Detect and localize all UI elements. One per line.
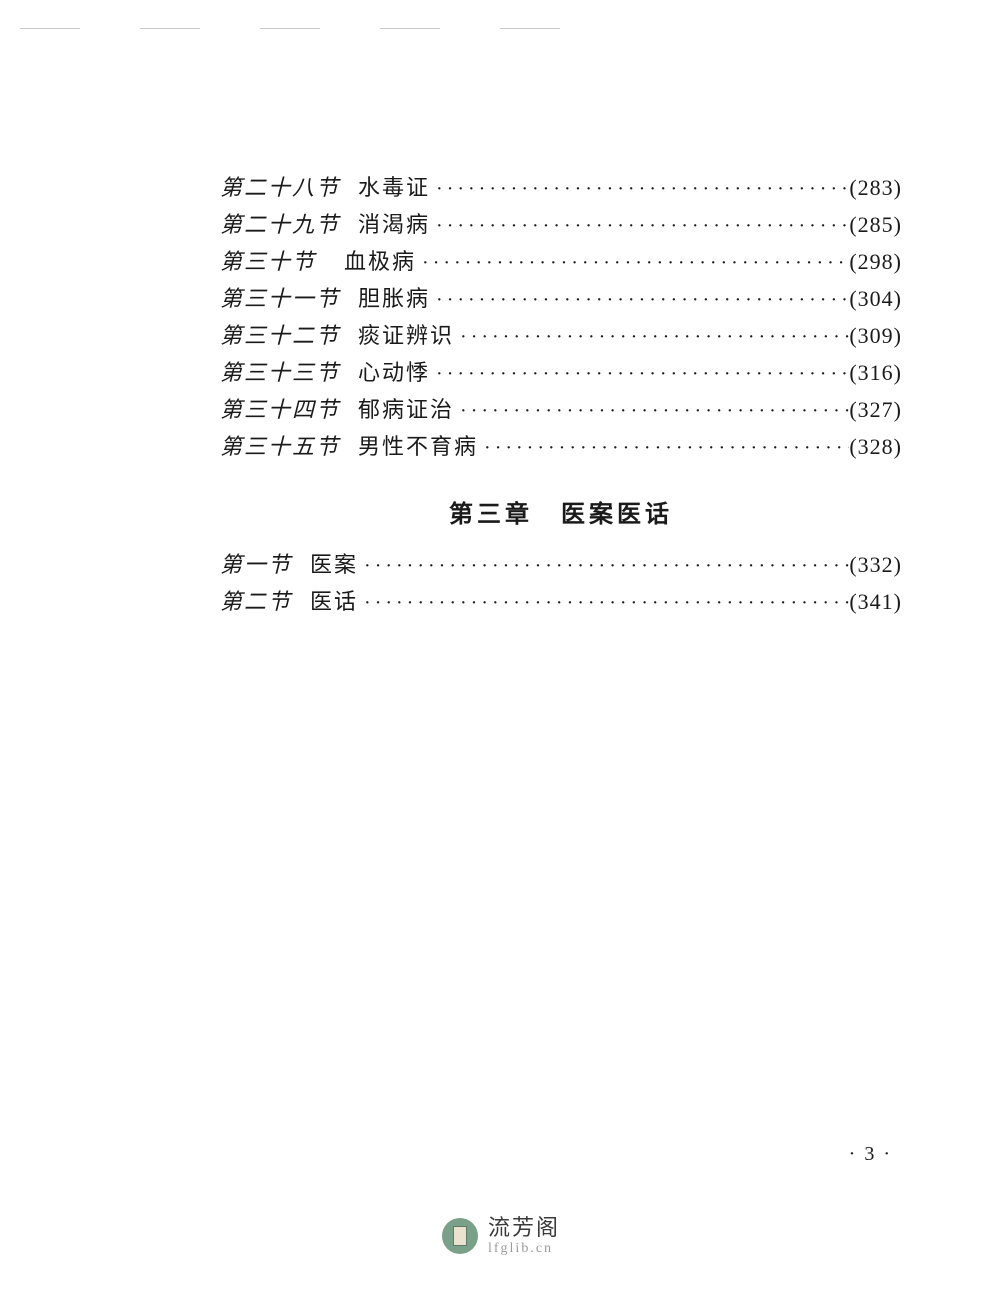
toc-row: 第二十九节 消渴病 (285) bbox=[220, 207, 902, 244]
section-label: 第三十二节 bbox=[220, 318, 340, 354]
dot-leader bbox=[430, 356, 849, 392]
topic-title: 男性不育病 bbox=[358, 429, 478, 465]
section-label: 第二十八节 bbox=[220, 170, 340, 206]
dot-leader bbox=[454, 319, 849, 355]
toc-row: 第一节 医案 (332) bbox=[220, 547, 902, 584]
page-ref: (341) bbox=[849, 584, 902, 620]
toc-row: 第二节 医话 (341) bbox=[220, 584, 902, 621]
section-label: 第三十五节 bbox=[220, 429, 340, 465]
topic-title: 医案 bbox=[310, 547, 358, 583]
dot-leader bbox=[416, 245, 849, 281]
dot-leader bbox=[358, 548, 849, 584]
toc-row: 第二十八节 水毒证 (283) bbox=[220, 170, 902, 207]
watermark-name: 流芳阁 bbox=[488, 1216, 560, 1240]
topic-title: 医话 bbox=[310, 584, 358, 620]
toc-row: 第三十节 血极病 (298) bbox=[220, 244, 902, 281]
topic-title: 胆胀病 bbox=[358, 281, 430, 317]
topic-title: 消渴病 bbox=[358, 207, 430, 243]
topic-title: 痰证辨识 bbox=[358, 318, 454, 354]
section-label: 第三十一节 bbox=[220, 281, 340, 317]
toc-row: 第三十五节 男性不育病 (328) bbox=[220, 429, 902, 466]
dot-leader bbox=[454, 393, 849, 429]
toc-group-lower: 第一节 医案 (332) 第二节 医话 (341) bbox=[220, 547, 902, 621]
section-label: 第三十节 bbox=[220, 244, 316, 280]
dot-leader bbox=[478, 430, 849, 466]
watermark-text: 流芳阁 lfglib.cn bbox=[488, 1216, 560, 1256]
topic-title: 心动悸 bbox=[358, 355, 430, 391]
dot-leader bbox=[430, 282, 849, 318]
section-label: 第三十四节 bbox=[220, 392, 340, 428]
watermark: 流芳阁 lfglib.cn bbox=[442, 1216, 560, 1256]
section-label: 第一节 bbox=[220, 547, 292, 583]
page-ref: (283) bbox=[849, 170, 902, 206]
page-ref: (298) bbox=[849, 244, 902, 280]
dot-leader bbox=[430, 171, 849, 207]
page-ref: (332) bbox=[849, 547, 902, 583]
chapter-heading: 第三章 医案医话 bbox=[220, 494, 902, 529]
topic-title: 血极病 bbox=[344, 244, 416, 280]
dot-leader bbox=[358, 585, 849, 621]
page: 第二十八节 水毒证 (283) 第二十九节 消渴病 (285) 第三十节 血极病… bbox=[0, 0, 1002, 1296]
toc-row: 第三十四节 郁病证治 (327) bbox=[220, 392, 902, 429]
toc-row: 第三十一节 胆胀病 (304) bbox=[220, 281, 902, 318]
watermark-logo-inner bbox=[453, 1226, 467, 1246]
section-label: 第二十九节 bbox=[220, 207, 340, 243]
page-ref: (304) bbox=[849, 281, 902, 317]
dot-leader bbox=[430, 208, 849, 244]
toc-row: 第三十二节 痰证辨识 (309) bbox=[220, 318, 902, 355]
page-ref: (316) bbox=[849, 355, 902, 391]
watermark-logo-icon bbox=[442, 1218, 478, 1254]
page-ref: (285) bbox=[849, 207, 902, 243]
scan-top-marks bbox=[20, 28, 560, 29]
toc-group-upper: 第二十八节 水毒证 (283) 第二十九节 消渴病 (285) 第三十节 血极病… bbox=[220, 170, 902, 466]
topic-title: 郁病证治 bbox=[358, 392, 454, 428]
section-label: 第三十三节 bbox=[220, 355, 340, 391]
toc-row: 第三十三节 心动悸 (316) bbox=[220, 355, 902, 392]
page-ref: (328) bbox=[849, 429, 902, 465]
section-label: 第二节 bbox=[220, 584, 292, 620]
page-ref: (309) bbox=[849, 318, 902, 354]
page-ref: (327) bbox=[849, 392, 902, 428]
page-number: · 3 · bbox=[849, 1143, 892, 1166]
watermark-url: lfglib.cn bbox=[488, 1241, 560, 1256]
topic-title: 水毒证 bbox=[358, 170, 430, 206]
